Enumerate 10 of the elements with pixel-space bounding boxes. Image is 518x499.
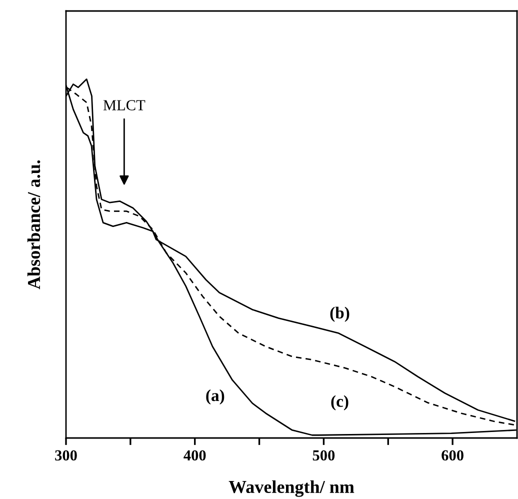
series-label: (c) <box>331 395 348 410</box>
y-axis-title: Absorbance/ a.u. <box>27 160 40 290</box>
x-axis-title: Wavelength/ nm <box>228 480 354 497</box>
series-label: (b) <box>330 306 350 322</box>
x-tick-label: 300 <box>55 450 77 461</box>
x-tick-label: 500 <box>312 450 335 461</box>
x-tick-label: 600 <box>442 450 464 461</box>
x-tick-label: 400 <box>184 450 206 461</box>
annotation: MLCT <box>103 100 146 110</box>
series-label: (a) <box>206 389 224 405</box>
